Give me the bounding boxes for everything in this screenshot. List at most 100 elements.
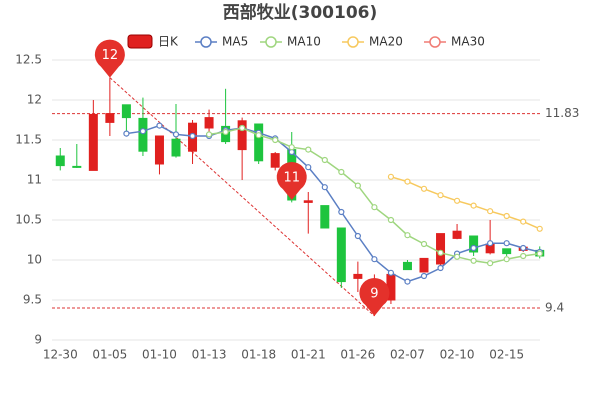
ma-point (453, 197, 461, 204)
y-tick-label: 11.5 (15, 133, 42, 147)
ma-point (321, 184, 328, 191)
candle-body (237, 120, 247, 151)
ma-point (470, 244, 477, 252)
x-tick-label: 01-21 (291, 348, 326, 362)
ma-point (404, 178, 411, 185)
ma-point (536, 250, 543, 257)
x-tick-label: 02-07 (390, 348, 425, 362)
y-tick-label: 10 (27, 253, 42, 267)
legend-label: MA30 (451, 35, 485, 49)
candle-body (469, 235, 479, 253)
ma-point (520, 218, 527, 225)
ma-point (437, 192, 444, 199)
ma-point (321, 156, 328, 164)
ma-point (205, 131, 213, 138)
x-tick-label: 01-13 (192, 348, 227, 362)
x-tick-label: 01-18 (241, 348, 276, 362)
candle-body (402, 261, 412, 271)
x-tick-label: 02-10 (440, 348, 475, 362)
x-tick-label: 01-26 (340, 348, 375, 362)
pin-label: 11 (283, 171, 300, 186)
ma-point (255, 132, 262, 139)
legend-swatch (429, 36, 441, 48)
ma-point (338, 168, 345, 176)
candle-body (171, 138, 181, 157)
trend-line (109, 77, 375, 317)
ma-point (222, 128, 229, 136)
candle-body (154, 135, 164, 165)
ma-point (305, 146, 312, 153)
x-tick-label: 12-30 (43, 348, 78, 362)
ma-line (390, 176, 541, 230)
legend-label: MA5 (222, 35, 248, 49)
ma-point (139, 128, 147, 135)
candle-body (336, 227, 346, 283)
candle-body (452, 230, 462, 239)
legend-swatch (265, 36, 277, 48)
ma-point (420, 185, 428, 192)
candle-body (72, 165, 82, 168)
ma-point (420, 240, 428, 248)
ma-point (487, 260, 494, 267)
legend-label: 日K (158, 35, 179, 49)
reference-label: 11.83 (545, 106, 579, 120)
candle-body (105, 113, 115, 123)
ma-point (288, 144, 295, 151)
ma-point (503, 240, 510, 247)
ma-point (387, 269, 395, 276)
x-tick-label: 01-05 (92, 348, 127, 362)
pin-shape (276, 162, 307, 200)
ma-point (404, 278, 411, 285)
ma-point (420, 272, 428, 280)
ma-point (387, 173, 395, 180)
ma-point (437, 264, 444, 272)
ma-point (123, 130, 130, 137)
candle-body (419, 257, 429, 273)
ma-point (354, 232, 361, 240)
candle-body (204, 117, 214, 129)
ma-point (487, 208, 494, 215)
ma-point (387, 216, 395, 224)
x-tick-label: 01-10 (142, 348, 177, 362)
candle-body (320, 205, 330, 229)
ma-point (503, 256, 510, 263)
y-tick-label: 11 (27, 173, 42, 187)
legend-swatch (347, 36, 359, 48)
ma-point (272, 136, 279, 144)
ma-point (520, 244, 527, 252)
y-tick-label: 12.5 (15, 53, 42, 67)
candle-body (502, 248, 512, 255)
candle-body (138, 117, 148, 152)
candle-body (254, 123, 264, 162)
legend-label: MA10 (287, 35, 321, 49)
reference-label: 9.4 (545, 301, 564, 315)
ma-point (189, 132, 196, 140)
ma-point (338, 208, 345, 216)
ma-point (536, 225, 543, 232)
y-tick-label: 9.5 (23, 293, 42, 307)
ma-point (371, 256, 378, 263)
chart-title: 西部牧业(300106) (223, 2, 378, 23)
y-tick-label: 10.5 (15, 213, 42, 227)
pin: 9 (359, 278, 390, 316)
ma-point (404, 232, 411, 239)
legend-label: MA20 (369, 35, 403, 49)
ma-point (487, 240, 494, 247)
ma-point (437, 249, 444, 256)
ma-point (239, 124, 246, 132)
candle-body (121, 104, 131, 119)
ma-point (470, 257, 477, 264)
pin: 12 (94, 39, 125, 78)
x-tick-label: 02-15 (489, 348, 524, 362)
ma-point (520, 252, 527, 260)
ma-point (371, 204, 378, 211)
candle-body (436, 233, 446, 265)
ma-point (305, 164, 312, 171)
ma-point (503, 212, 510, 220)
pin: 11 (276, 162, 307, 200)
legend-swatch (127, 34, 153, 49)
y-tick-label: 12 (27, 93, 42, 107)
ma-point (354, 182, 361, 189)
ma-point (453, 253, 461, 260)
